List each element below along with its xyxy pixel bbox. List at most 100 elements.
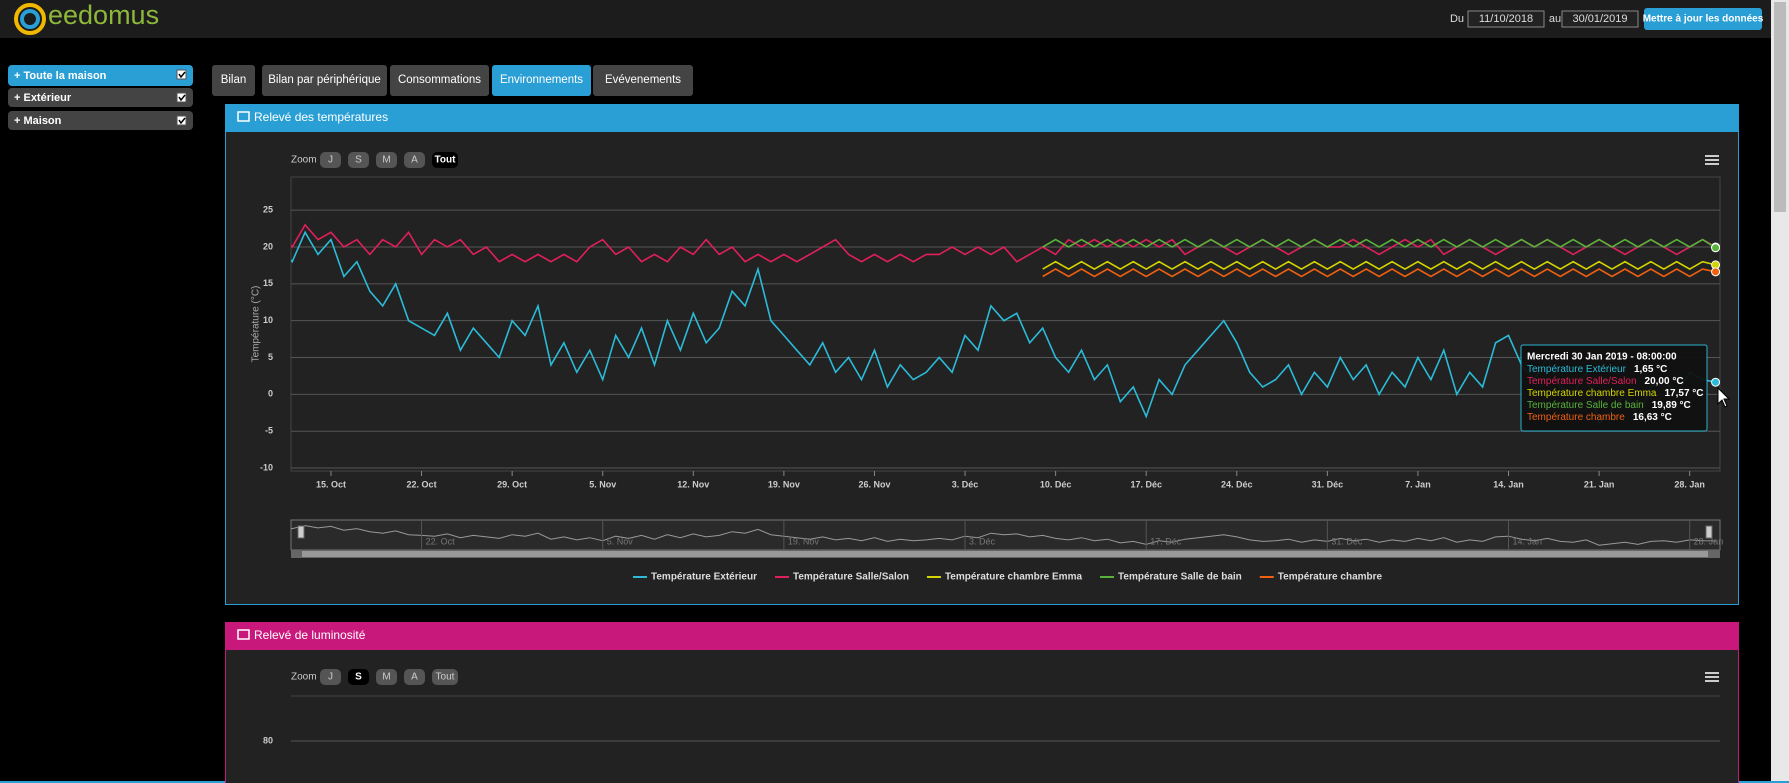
y-tick-label: 15 <box>263 278 273 288</box>
tooltip-name: Température Salle/Salon <box>1527 376 1637 387</box>
tooltip-value: 19,89 °C <box>1652 400 1691 411</box>
x-tick-label: 29. Oct <box>497 479 527 489</box>
tooltip-row: Température chambre Emma 17,57 °C <box>1527 388 1704 399</box>
x-tick-label: 19. Nov <box>768 479 800 489</box>
y-tick-label: 25 <box>263 205 273 215</box>
tab-label: Bilan <box>221 74 247 86</box>
scrollbar-thumb[interactable] <box>1774 2 1786 212</box>
navigator-tick-label: 3. Déc <box>969 536 996 546</box>
checkbox[interactable] <box>177 70 186 79</box>
x-tick-label: 14. Jan <box>1493 479 1524 489</box>
checkbox[interactable] <box>177 116 186 125</box>
x-tick-label: 10. Déc <box>1040 479 1072 489</box>
x-tick-label: 28. Jan <box>1674 479 1705 489</box>
navigator-scrollbar-thumb[interactable] <box>302 551 1708 557</box>
x-tick-label: 21. Jan <box>1584 479 1615 489</box>
tooltip-value: 17,57 °C <box>1665 388 1704 399</box>
zoom-button-label: M <box>382 155 390 166</box>
zoom-label: Zoom <box>291 672 317 683</box>
legend-label[interactable]: Température chambre <box>1278 572 1383 583</box>
tab-label: Consommations <box>398 74 481 86</box>
y-tick-label: 10 <box>263 315 273 325</box>
tooltip-value: 16,63 °C <box>1633 412 1672 423</box>
y-tick-label: -5 <box>265 426 273 436</box>
x-tick-label: 22. Oct <box>407 479 437 489</box>
legend-label[interactable]: Température Salle de bain <box>1118 572 1242 583</box>
navigator-tick-label: 31. Déc <box>1331 536 1363 546</box>
sidebar-label: + Extérieur <box>14 92 72 104</box>
menu-icon[interactable] <box>1705 163 1719 165</box>
navigator-tick-label: 19. Nov <box>788 536 820 546</box>
tooltip-value: 20,00 °C <box>1645 376 1684 387</box>
y-tick-label: 0 <box>268 389 273 399</box>
legend-label[interactable]: Température Salle/Salon <box>793 572 909 583</box>
tooltip-name: Température chambre Emma <box>1527 388 1657 399</box>
tooltip-row: Température Salle/Salon 20,00 °C <box>1527 376 1684 387</box>
x-tick-label: 15. Oct <box>316 479 346 489</box>
navigator-handle[interactable] <box>298 526 304 538</box>
y-tick-label: 20 <box>263 241 273 251</box>
tooltip-value: 1,65 °C <box>1634 364 1667 375</box>
menu-icon[interactable] <box>1705 672 1719 674</box>
tooltip-name: Température Salle de bain <box>1527 400 1644 411</box>
checkbox[interactable] <box>177 93 186 102</box>
logo-text: eedomus <box>48 0 159 30</box>
zoom-button-label: A <box>411 672 418 683</box>
y-axis-label: Température (°C) <box>251 286 262 363</box>
x-tick-label: 7. Jan <box>1405 479 1431 489</box>
point-marker <box>1712 378 1720 386</box>
navigator-tick-label: 17. Déc <box>1150 536 1182 546</box>
panel-header <box>225 622 1739 650</box>
legend-label[interactable]: Température Extérieur <box>651 572 757 583</box>
menu-icon[interactable] <box>1705 676 1719 678</box>
panel-header <box>225 104 1739 132</box>
y-tick-label: -10 <box>260 462 273 472</box>
zoom-label: Zoom <box>291 155 317 166</box>
navigator-tick-label: 5. Nov <box>607 536 634 546</box>
sidebar-label: + Toute la maison <box>14 70 107 82</box>
x-tick-label: 3. Déc <box>952 479 979 489</box>
zoom-button-label: Tout <box>436 672 455 683</box>
zoom-button-label: J <box>328 672 333 683</box>
x-tick-label: 12. Nov <box>677 479 709 489</box>
zoom-button-label: M <box>382 672 390 683</box>
to-value: 30/01/2019 <box>1572 13 1627 25</box>
update-button-label: Mettre à jour les données <box>1643 14 1764 25</box>
panel-title: Relevé de luminosité <box>254 628 366 642</box>
tooltip-title: Mercredi 30 Jan 2019 - 08:00:00 <box>1527 352 1677 363</box>
x-tick-label: 26. Nov <box>858 479 890 489</box>
x-tick-label: 31. Déc <box>1312 479 1344 489</box>
from-value: 11/10/2018 <box>1479 13 1533 25</box>
x-tick-label: 24. Déc <box>1221 479 1253 489</box>
tooltip-row: Température chambre 16,63 °C <box>1527 412 1672 423</box>
zoom-button-label: S <box>355 672 362 683</box>
point-marker <box>1712 244 1720 252</box>
y-tick-label: 80 <box>263 735 273 745</box>
zoom-button-label: Tout <box>435 155 457 166</box>
x-tick-label: 17. Déc <box>1130 479 1162 489</box>
navigator-tick-label: 22. Oct <box>426 536 456 546</box>
to-label: au <box>1549 13 1561 25</box>
y-tick-label: 5 <box>268 352 273 362</box>
menu-icon[interactable] <box>1705 159 1719 161</box>
tooltip-name: Température Extérieur <box>1527 364 1627 375</box>
legend-label[interactable]: Température chambre Emma <box>945 572 1083 583</box>
tooltip-row: Température Salle de bain 19,89 °C <box>1527 400 1691 411</box>
zoom-button-label: S <box>355 155 362 166</box>
menu-icon[interactable] <box>1705 680 1719 682</box>
navigator-tick-label: 14. Jan <box>1513 536 1543 546</box>
sidebar-label: + Maison <box>14 115 62 127</box>
tooltip-name: Température chambre <box>1527 412 1625 423</box>
x-tick-label: 5. Nov <box>589 479 616 489</box>
tooltip-row: Température Extérieur 1,65 °C <box>1527 364 1667 375</box>
navigator-handle[interactable] <box>1706 526 1712 538</box>
point-marker <box>1712 268 1720 276</box>
zoom-button-label: A <box>411 155 418 166</box>
tab-label: Evévenements <box>605 74 681 86</box>
zoom-button-label: J <box>328 155 333 166</box>
panel-title: Relevé des températures <box>254 110 388 124</box>
menu-icon[interactable] <box>1705 155 1719 157</box>
from-label: Du <box>1450 13 1464 25</box>
